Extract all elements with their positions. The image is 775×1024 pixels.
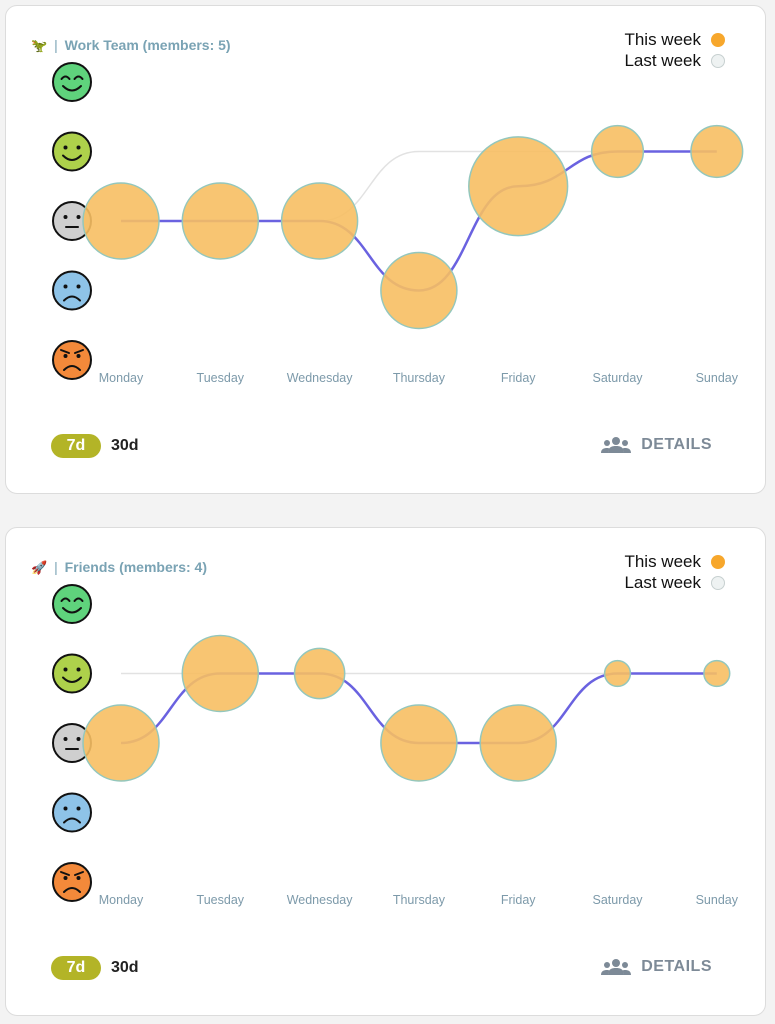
range-selector: 7d 30d [51, 956, 139, 980]
day-label-saturday: Saturday [592, 893, 643, 907]
range-7d-button[interactable]: 7d [51, 434, 101, 458]
range-30d-button[interactable]: 30d [111, 959, 139, 976]
legend-this-week: This week [624, 29, 725, 50]
mood-bubble-thursday[interactable] [380, 704, 458, 782]
day-label-friday: Friday [501, 371, 536, 385]
sad-face-icon [52, 792, 92, 833]
mood-bubble-friday[interactable] [468, 136, 569, 237]
day-label-tuesday: Tuesday [197, 893, 245, 907]
legend-this-week-label: This week [624, 551, 701, 571]
chart-legend: This week Last week [624, 551, 725, 593]
legend-last-week-label: Last week [624, 50, 701, 70]
mood-bubble-sunday[interactable] [690, 124, 744, 179]
mood-bubble-sunday[interactable] [703, 659, 731, 688]
mood-chart: Monday Tuesday Wednesday Thursday Friday Satu… [52, 62, 744, 385]
legend-last-week-dot [711, 575, 725, 590]
mood-bubble-monday[interactable] [82, 704, 160, 782]
mood-bubble-wednesday[interactable] [293, 647, 346, 700]
sad-face-icon [52, 270, 92, 311]
title-separator: | [54, 37, 58, 53]
day-label-thursday: Thursday [393, 371, 446, 385]
details-label: DETAILS [641, 436, 712, 453]
legend-last-week-dot [711, 53, 725, 68]
day-label-tuesday: Tuesday [197, 371, 245, 385]
legend-this-week-dot [711, 32, 725, 47]
title-separator: | [54, 559, 58, 575]
group-title: 🚀 | Friends (members: 4) [31, 559, 207, 576]
legend-last-week: Last week [624, 50, 725, 71]
group-people-icon [601, 959, 632, 975]
angry-face-icon [52, 862, 92, 902]
day-label-wednesday: Wednesday [287, 371, 354, 385]
details-label: DETAILS [641, 958, 712, 975]
very-happy-face-icon [52, 584, 92, 624]
neutral-face-icon [52, 723, 92, 763]
mood-bubble-saturday[interactable] [603, 659, 632, 688]
day-label-friday: Friday [501, 893, 536, 907]
happy-face-icon [52, 131, 92, 172]
mood-bubble-monday[interactable] [82, 182, 160, 260]
range-7d-button[interactable]: 7d [51, 956, 101, 980]
range-30d-button[interactable]: 30d [111, 437, 139, 454]
rocket-icon: 🚀 [31, 560, 48, 575]
legend-this-week-label: This week [624, 29, 701, 49]
details-button[interactable]: DETAILS [601, 436, 712, 454]
legend-last-week-label: Last week [624, 572, 701, 592]
happy-face-icon [52, 653, 92, 694]
group-card-friends: Monday Tuesday Wednesday Thursday Friday Satu… [5, 527, 766, 1016]
mood-bubble-tuesday[interactable] [181, 634, 260, 713]
legend-last-week: Last week [624, 572, 725, 593]
mood-chart: Monday Tuesday Wednesday Thursday Friday Satu… [52, 584, 739, 907]
group-card-work-team: Monday Tuesday Wednesday Thursday Friday Satu… [5, 5, 766, 494]
legend-this-week-dot [711, 554, 725, 569]
dinosaur-icon: 🦖 [31, 38, 48, 53]
group-people-icon [601, 437, 632, 453]
day-label-sunday: Sunday [696, 371, 739, 385]
mood-bubble-thursday[interactable] [380, 251, 458, 330]
day-label-monday: Monday [99, 893, 144, 907]
day-label-monday: Monday [99, 371, 144, 385]
mood-bubble-friday[interactable] [479, 704, 557, 782]
group-title: 🦖 | Work Team (members: 5) [31, 37, 231, 54]
angry-face-icon [52, 340, 92, 380]
mood-bubble-tuesday[interactable] [181, 182, 260, 260]
mood-bubble-wednesday[interactable] [280, 182, 359, 260]
day-label-wednesday: Wednesday [287, 893, 354, 907]
details-button[interactable]: DETAILS [601, 958, 712, 976]
legend-this-week: This week [624, 551, 725, 572]
group-name: Work Team (members: 5) [64, 37, 231, 53]
chart-legend: This week Last week [624, 29, 725, 71]
range-selector: 7d 30d [51, 434, 139, 458]
day-label-sunday: Sunday [696, 893, 739, 907]
day-label-saturday: Saturday [592, 371, 643, 385]
mood-bubble-saturday[interactable] [590, 124, 645, 179]
very-happy-face-icon [52, 62, 92, 102]
day-label-thursday: Thursday [393, 893, 446, 907]
group-name: Friends (members: 4) [64, 559, 207, 575]
